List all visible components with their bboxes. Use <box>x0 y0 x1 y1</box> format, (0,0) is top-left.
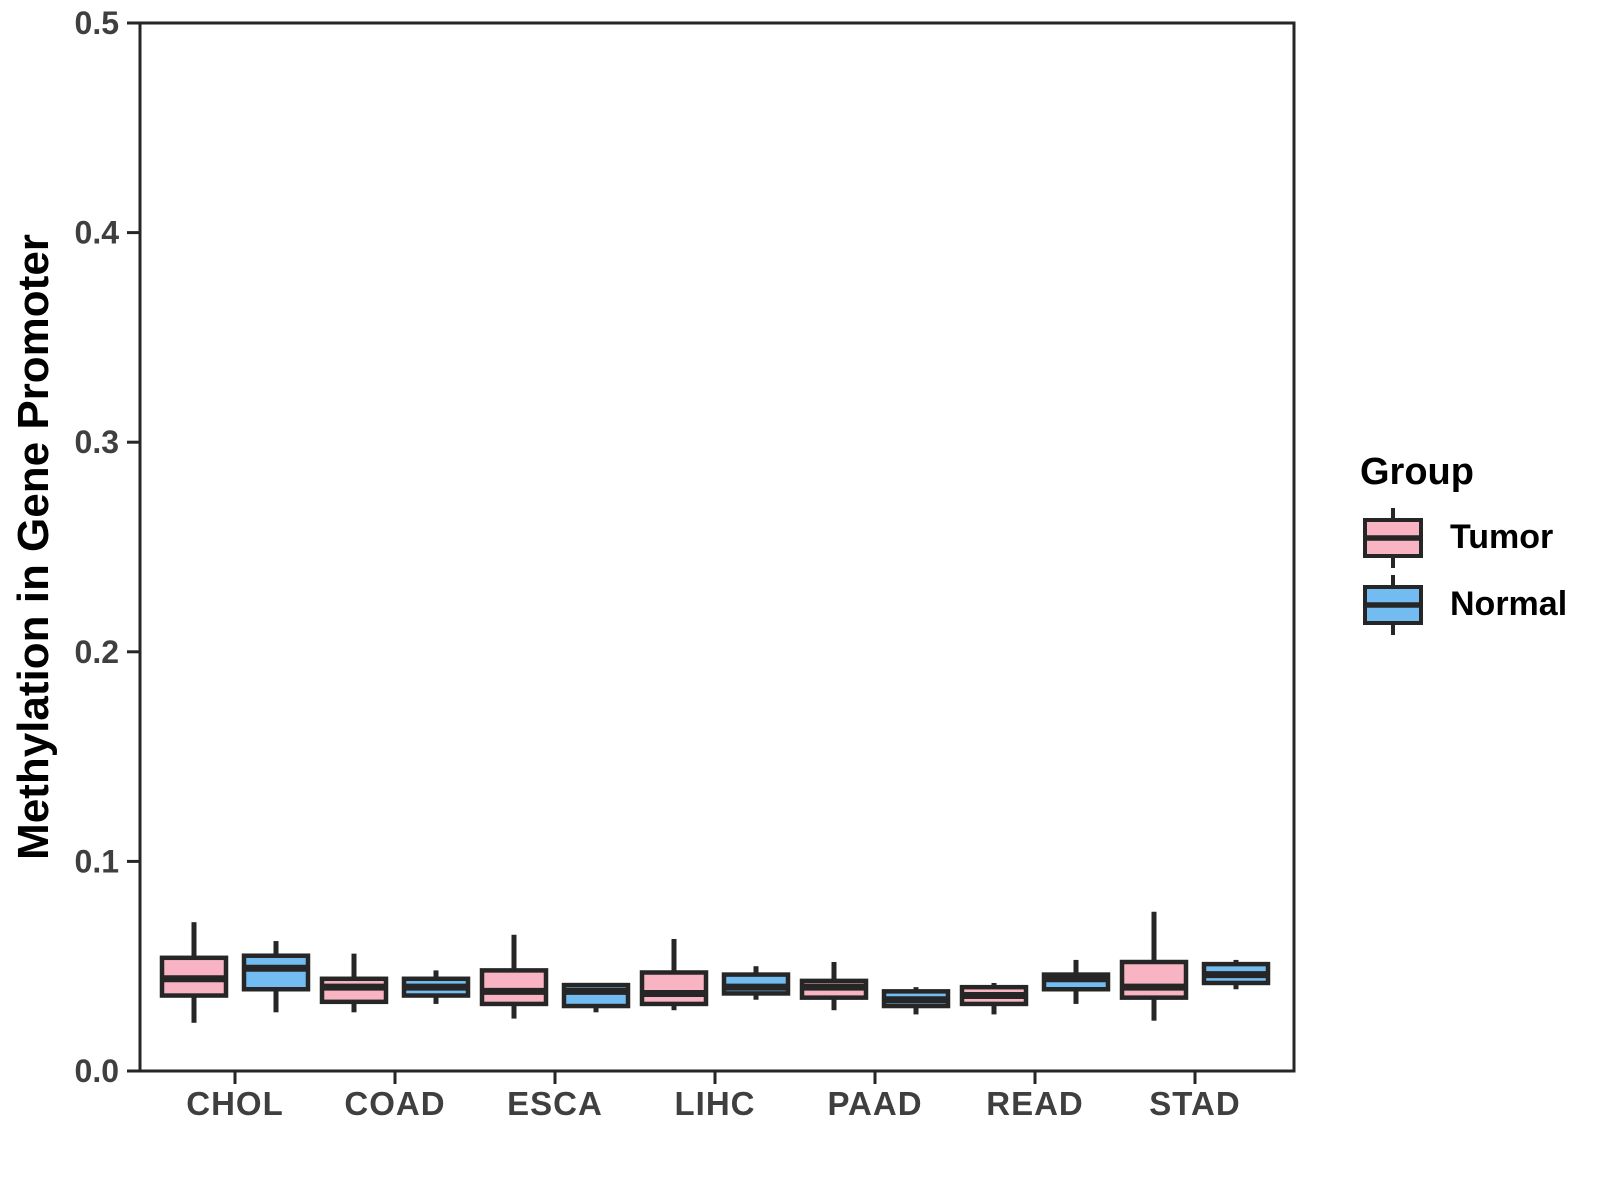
legend: Group Tumor Normal <box>1360 450 1567 638</box>
x-tick-label-coad: COAD <box>344 1085 445 1122</box>
x-tick-label-lihc: LIHC <box>675 1085 756 1122</box>
box-chol-normal <box>241 953 311 992</box>
y-tick-label: 0.3 <box>75 424 119 460</box>
x-tick-label-read: READ <box>986 1085 1084 1122</box>
legend-item-tumor: Tumor <box>1360 504 1567 571</box>
x-tick-label-stad: STAD <box>1149 1085 1240 1122</box>
x-tick-label-paad: PAAD <box>827 1085 922 1122</box>
y-tick-label: 0.5 <box>75 5 119 41</box>
legend-label-normal: Normal <box>1450 585 1568 623</box>
y-tick-label: 0.1 <box>75 843 119 879</box>
box-lihc-tumor <box>639 970 709 1007</box>
panel-border <box>138 21 1296 1073</box>
legend-label-tumor: Tumor <box>1450 518 1554 556</box>
legend-title: Group <box>1360 451 1474 493</box>
x-tick-label-chol: CHOL <box>186 1085 284 1122</box>
legend-item-normal: Normal <box>1360 571 1567 638</box>
y-tick-label: 0.4 <box>75 215 120 251</box>
box-esca-tumor <box>479 968 549 1007</box>
tumor-boxplot-glyph-icon <box>1363 507 1423 568</box>
normal-boxplot-glyph-icon <box>1363 574 1423 635</box>
x-tick-label-esca: ESCA <box>507 1085 603 1122</box>
y-tick-label: 0.0 <box>75 1053 119 1089</box>
y-axis-title: Methylation in Gene Promoter <box>9 234 58 860</box>
y-tick-label: 0.2 <box>75 634 119 670</box>
box-stad-tumor <box>1119 959 1189 1000</box>
